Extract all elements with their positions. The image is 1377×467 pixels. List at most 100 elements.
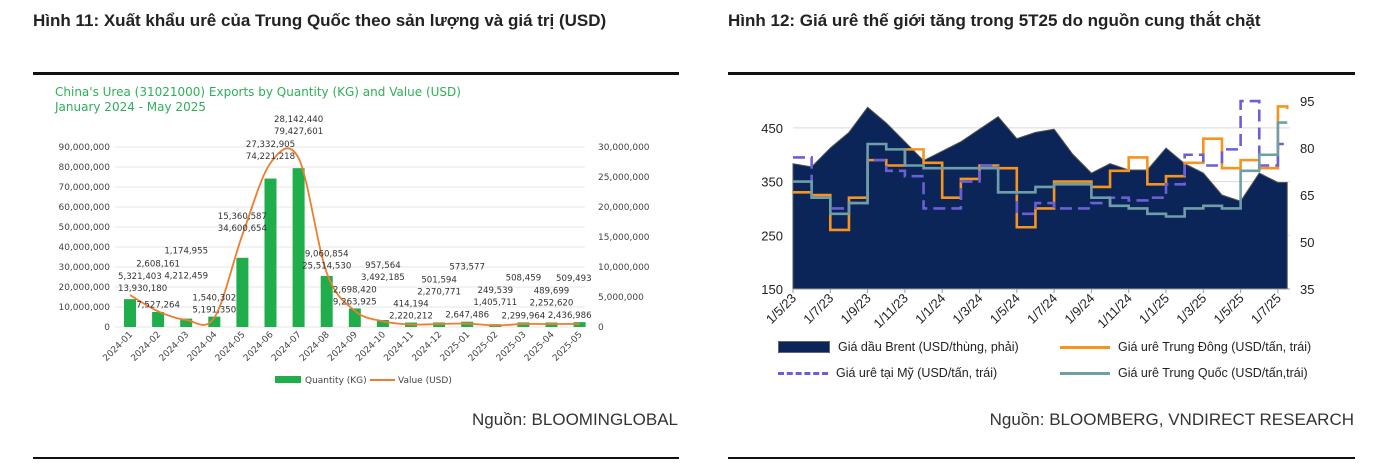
x-tick-label: 1/11/24 xyxy=(1094,291,1135,332)
legend-label-quantity: Quantity (KG) xyxy=(305,376,367,386)
data-label-value: 15,360,587 xyxy=(218,212,267,222)
legend-china: Giá urê Trung Quốc (USD/tấn,trái) xyxy=(1060,366,1308,380)
y-tick-right: 35 xyxy=(1300,282,1314,297)
y-tick-left: 70,000,000 xyxy=(58,183,110,193)
y-tick-right: 5,000,000 xyxy=(598,293,644,303)
x-tick-label: 2024-01 xyxy=(101,330,135,364)
data-label-value: 508,459 xyxy=(506,273,542,283)
data-label-quantity: 2,252,620 xyxy=(530,298,574,308)
y-tick-left: 0 xyxy=(104,323,110,333)
legend-label: Giá urê Trung Đông (USD/tấn, trái) xyxy=(1118,340,1312,354)
legend-middle-east: Giá urê Trung Đông (USD/tấn, trái) xyxy=(1060,340,1311,354)
legend-label: Giá urê tại Mỹ (USD/tấn, trái) xyxy=(836,366,998,380)
x-tick-label: 2024-05 xyxy=(214,330,248,364)
data-label-quantity: 3,492,185 xyxy=(361,273,405,283)
y-tick-right: 20,000,000 xyxy=(598,203,650,213)
data-label-quantity: 1,405,711 xyxy=(473,298,517,308)
x-tick-label: 2025-02 xyxy=(467,330,501,364)
data-label-quantity: 74,221,218 xyxy=(246,152,295,162)
y-tick-left: 80,000,000 xyxy=(58,163,110,173)
bottom-rule-right xyxy=(728,457,1355,459)
legend-swatch-middle-east xyxy=(1060,345,1110,349)
x-tick-label: 1/7/24 xyxy=(1024,291,1060,327)
legend-label: Giá dầu Brent (USD/thùng, phải) xyxy=(838,340,1019,354)
data-label-quantity: 5,191,350 xyxy=(192,306,236,316)
y-tick-right: 50 xyxy=(1300,235,1314,250)
x-tick-label: 1/5/24 xyxy=(987,291,1023,327)
data-label-value: 573,577 xyxy=(449,263,485,273)
bar-quantity xyxy=(264,178,277,327)
x-tick-label: 1/3/24 xyxy=(949,291,985,327)
x-tick-label: 2024-07 xyxy=(270,330,304,364)
legend-swatch-brent xyxy=(778,341,830,353)
data-label-value: 5,321,403 xyxy=(118,272,162,282)
y-tick-left: 250 xyxy=(761,228,783,243)
legend-swatch-china xyxy=(1060,371,1110,375)
data-label-value: 414,194 xyxy=(393,300,429,310)
x-tick-label: 2025-05 xyxy=(551,330,585,364)
line-us xyxy=(793,99,1288,216)
data-label-value: 28,142,440 xyxy=(274,115,323,125)
x-tick-label: 1/1/25 xyxy=(1136,291,1172,327)
data-label-value: 27,332,905 xyxy=(246,140,295,150)
x-tick-label: 2025-03 xyxy=(495,330,529,364)
y-tick-right: 95 xyxy=(1300,94,1314,109)
data-label-value: 2,608,161 xyxy=(136,259,180,269)
data-label-value: 1,540,302 xyxy=(192,294,236,304)
data-label-quantity: 25,514,530 xyxy=(302,262,351,272)
data-label-value: 2,698,420 xyxy=(333,285,377,295)
bar-quantity xyxy=(152,311,165,327)
y-tick-right: 25,000,000 xyxy=(598,173,650,183)
legend-label: Giá urê Trung Quốc (USD/tấn,trái) xyxy=(1118,366,1308,380)
y-tick-right: 15,000,000 xyxy=(598,233,650,243)
bar-quantity xyxy=(124,299,136,327)
figure-11-title: Hình 11: Xuất khẩu urê của Trung Quốc th… xyxy=(33,11,607,30)
y-tick-left: 350 xyxy=(761,175,783,190)
x-tick-label: 1/7/23 xyxy=(800,291,836,327)
x-tick-label: 1/3/25 xyxy=(1173,291,1209,327)
legend-swatch-quantity xyxy=(275,376,301,383)
data-label-quantity: 7,527,264 xyxy=(136,300,180,310)
x-tick-label: 1/9/24 xyxy=(1061,291,1097,327)
data-label-quantity: 2,220,212 xyxy=(389,312,433,322)
bar-quantity xyxy=(180,318,193,327)
y-tick-left: 20,000,000 xyxy=(58,283,110,293)
line-value xyxy=(129,147,580,327)
top-rule-right xyxy=(728,72,1355,75)
bar-quantity xyxy=(292,168,305,327)
data-label-quantity: 2,299,964 xyxy=(502,311,546,321)
y-tick-right: 10,000,000 xyxy=(598,263,650,273)
legend-us: Giá urê tại Mỹ (USD/tấn, trái) xyxy=(778,366,997,380)
data-label-value: 489,699 xyxy=(534,286,570,296)
bar-quantity xyxy=(236,257,249,327)
data-label-quantity: 2,647,486 xyxy=(445,311,489,321)
y-tick-left: 60,000,000 xyxy=(58,203,110,213)
y-tick-left: 150 xyxy=(761,282,783,297)
data-label-value: 249,539 xyxy=(478,286,514,296)
data-label-value: 957,564 xyxy=(365,261,401,271)
x-tick-label: 2025-01 xyxy=(439,330,473,364)
data-label-value: 509,493 xyxy=(556,274,592,284)
data-label-quantity: 4,212,459 xyxy=(164,272,208,282)
bar-quantity xyxy=(208,316,221,327)
y-tick-right: 80 xyxy=(1300,141,1314,156)
data-label-quantity: 2,270,771 xyxy=(417,287,461,297)
line-china xyxy=(793,121,1288,218)
y-tick-right: 30,000,000 xyxy=(598,143,650,153)
source-left: Nguồn: BLOOMINGLOBAL xyxy=(472,410,678,429)
y-tick-left: 450 xyxy=(761,121,783,136)
figure-12-title: Hình 12: Giá urê thế giới tăng trong 5T2… xyxy=(728,11,1261,30)
data-label-quantity: 13,930,180 xyxy=(118,284,167,294)
x-tick-label: 2024-12 xyxy=(411,330,445,364)
x-tick-label: 2024-11 xyxy=(382,330,416,364)
data-label-quantity: 2,436,986 xyxy=(548,311,592,321)
china-urea-exports-chart: China's Urea (31021000) Exports by Quant… xyxy=(54,85,650,386)
x-tick-label: 1/11/23 xyxy=(870,291,911,332)
data-label-quantity: 79,427,601 xyxy=(274,127,323,137)
y-tick-left: 30,000,000 xyxy=(58,263,110,273)
chart-subtitle: January 2024 - May 2025 xyxy=(54,100,206,114)
y-tick-left: 90,000,000 xyxy=(58,143,110,153)
legend-label-value: Value (USD) xyxy=(398,376,452,386)
y-tick-left: 10,000,000 xyxy=(58,303,110,313)
